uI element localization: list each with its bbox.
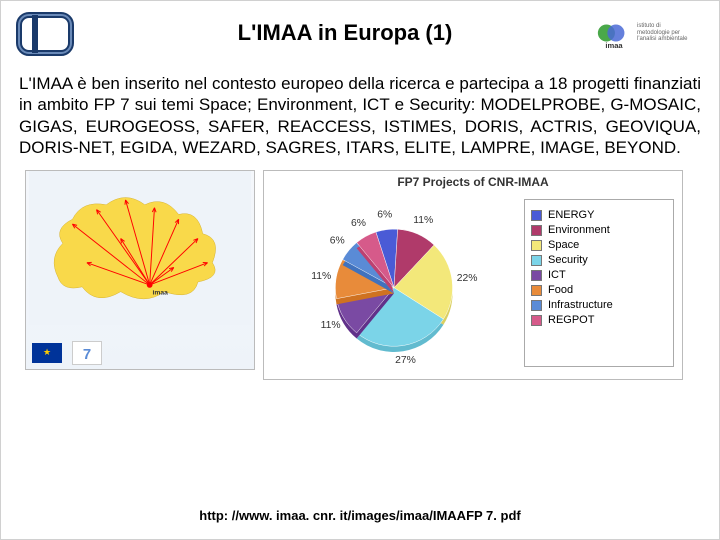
imaa-logo: imaa istituto di metodologie per l'anali… [595, 12, 705, 54]
svg-text:27%: 27% [395, 355, 416, 366]
legend-item: REGPOT [531, 314, 667, 326]
svg-text:11%: 11% [311, 271, 331, 282]
legend-swatch [531, 255, 542, 266]
svg-text:6%: 6% [330, 235, 345, 246]
legend-label: Environment [548, 224, 610, 236]
legend-label: Infrastructure [548, 299, 613, 311]
legend-label: Security [548, 254, 588, 266]
europe-map-svg: imaa [26, 171, 254, 325]
page-title: L'IMAA in Europa (1) [75, 20, 595, 46]
fp7-pie-chart: FP7 Projects of CNR-IMAA 6% 11% 22% 27% 11% 1… [263, 170, 683, 380]
map-flags: 7 [32, 341, 102, 365]
legend-label: Food [548, 284, 573, 296]
figures-row: imaa 7 FP7 Projects of CNR-IMAA 6% 11% 22%… [1, 164, 719, 380]
pie-area: 6% 11% 22% 27% 11% 11% 6% 6% [264, 193, 524, 373]
legend-label: REGPOT [548, 314, 594, 326]
legend-label: ENERGY [548, 209, 594, 221]
svg-text:imaa: imaa [605, 41, 623, 50]
legend-swatch [531, 225, 542, 236]
map-center-label: imaa [153, 290, 169, 297]
legend-item: Infrastructure [531, 299, 667, 311]
legend-swatch [531, 270, 542, 281]
footer-url: http: //www. imaa. cnr. it/images/imaa/I… [1, 508, 719, 523]
legend-swatch [531, 210, 542, 221]
legend-item: Environment [531, 224, 667, 236]
imaa-logo-text: istituto di metodologie per l'analisi am… [637, 23, 688, 43]
legend-swatch [531, 285, 542, 296]
chart-legend: ENERGY Environment Space Security ICT Food Inf… [524, 199, 674, 367]
legend-swatch [531, 315, 542, 326]
cnr-logo [15, 9, 75, 57]
legend-item: Space [531, 239, 667, 251]
chart-title: FP7 Projects of CNR-IMAA [264, 171, 682, 193]
legend-item: ENERGY [531, 209, 667, 221]
svg-text:22%: 22% [457, 273, 478, 284]
legend-swatch [531, 300, 542, 311]
svg-text:7: 7 [83, 346, 91, 363]
legend-item: ICT [531, 269, 667, 281]
header: L'IMAA in Europa (1) imaa istituto di me… [1, 1, 719, 61]
svg-text:11%: 11% [321, 320, 341, 331]
legend-item: Food [531, 284, 667, 296]
eu-flag-icon [32, 343, 62, 363]
svg-text:6%: 6% [377, 209, 392, 220]
svg-text:6%: 6% [351, 218, 366, 229]
fp7-badge-icon: 7 [72, 341, 102, 365]
svg-text:11%: 11% [413, 215, 433, 226]
legend-label: ICT [548, 269, 566, 281]
legend-swatch [531, 240, 542, 251]
europe-map: imaa 7 [25, 170, 255, 370]
legend-item: Security [531, 254, 667, 266]
body-paragraph: L'IMAA è ben inserito nel contesto europ… [1, 61, 719, 164]
legend-label: Space [548, 239, 579, 251]
